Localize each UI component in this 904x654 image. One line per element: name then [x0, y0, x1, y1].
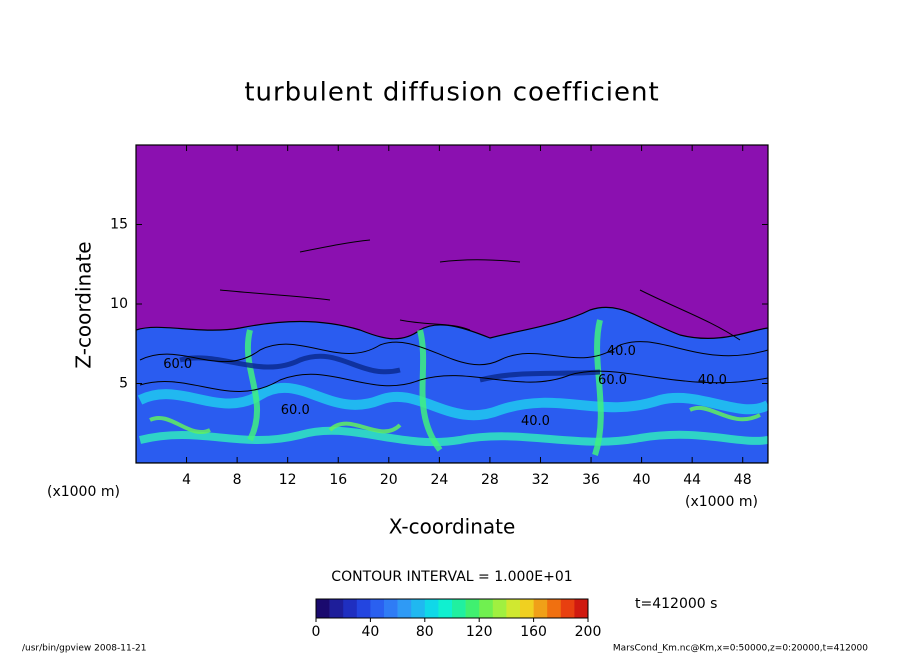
- colorbar-cell: [384, 599, 398, 618]
- layer-stripe: [179, 353, 601, 383]
- x-unit-left: (x1000 m): [47, 484, 120, 500]
- x-tick-label: 12: [279, 472, 297, 488]
- colorbar-cell: [547, 599, 562, 618]
- y-tick-label: 15: [110, 217, 128, 233]
- colorbar-tick-label: 120: [466, 624, 493, 640]
- colorbar-cell: [411, 599, 426, 618]
- turbulent-layer: 60.0 60.0 40.0 60.0 40.0 40.0: [136, 239, 768, 463]
- plot-area: 60.060.040.060.040.040.04 8 12 16 20 24 28 32 36…: [110, 144, 769, 488]
- x-axis-label: X-coordinate: [389, 515, 516, 539]
- contour-line: [139, 370, 768, 392]
- x-tick-label: 32: [532, 472, 550, 488]
- x-tick-label: 16: [329, 472, 347, 488]
- contour-label: 40.0: [521, 414, 550, 429]
- chart-title: turbulent diffusion coefficient: [244, 78, 659, 108]
- contour-label: 40.0: [698, 373, 727, 388]
- colorbar-cell: [574, 599, 589, 618]
- colorbar-tick-label: 200: [575, 624, 602, 640]
- contour-label: 40.0: [607, 344, 636, 359]
- colorbar-cell: [438, 599, 453, 618]
- colorbar-cell: [520, 599, 534, 618]
- colorbar-cell: [506, 599, 521, 618]
- contour-line: [139, 341, 768, 366]
- y-axis-label: Z-coordinate: [72, 241, 96, 368]
- x-unit-right: (x1000 m): [685, 494, 758, 510]
- x-tick-label: 8: [233, 472, 242, 488]
- y-tick-label: 10: [110, 296, 128, 312]
- layer-stripe: [137, 382, 768, 421]
- layer-stripe: [149, 406, 761, 434]
- layer-base: [136, 306, 768, 463]
- x-tick-label: 48: [734, 472, 752, 488]
- footer-right: MarsCond_Km.nc@Km,x=0:50000,z=0:20000,t=…: [613, 644, 868, 654]
- colorbar-tick-label: 80: [416, 624, 434, 640]
- contour-label: 60.0: [281, 403, 310, 418]
- x-tick-label: 20: [380, 472, 398, 488]
- contour-label: 60.0: [598, 373, 627, 388]
- x-tick-label: 36: [582, 472, 600, 488]
- x-tick-label: 24: [430, 472, 448, 488]
- colorbar-cell: [492, 599, 507, 618]
- colorbar-cell: [356, 599, 371, 618]
- colorbar-cell: [397, 599, 412, 618]
- x-tick-label: 4: [182, 472, 191, 488]
- layer-stripe: [244, 319, 604, 456]
- colorbar-frame: [315, 598, 589, 619]
- colorbar-cell: [479, 599, 494, 618]
- layer-stripe: [139, 426, 768, 447]
- colorbar-cell: [329, 599, 344, 618]
- colorbar-cell: [343, 599, 358, 618]
- contour-interval: CONTOUR INTERVAL = 1.000E+01: [331, 569, 572, 585]
- x-tick-label: 28: [481, 472, 499, 488]
- footer-left: /usr/bin/gpview 2008-11-21: [22, 644, 146, 654]
- colorbar-cell: [465, 599, 480, 618]
- y-tick-label: 5: [119, 376, 128, 392]
- colorbar-tick-label: 160: [520, 624, 547, 640]
- colorbar-cell: [533, 599, 548, 618]
- x-tick-label: 40: [633, 472, 651, 488]
- colorbar-cell: [370, 599, 385, 618]
- colorbar-cell: [452, 599, 466, 618]
- colorbar-cell: [424, 599, 439, 618]
- colorbar-cell: [560, 599, 575, 618]
- contour-label: 60.0: [163, 357, 192, 372]
- x-tick-label: 44: [683, 472, 701, 488]
- time-label: t=412000 s: [635, 596, 717, 612]
- contour-line: [219, 239, 741, 341]
- colorbar-tick-label: 40: [361, 624, 379, 640]
- colorbar-tick-label: 0: [312, 624, 321, 640]
- colorbar-cell: [316, 599, 330, 618]
